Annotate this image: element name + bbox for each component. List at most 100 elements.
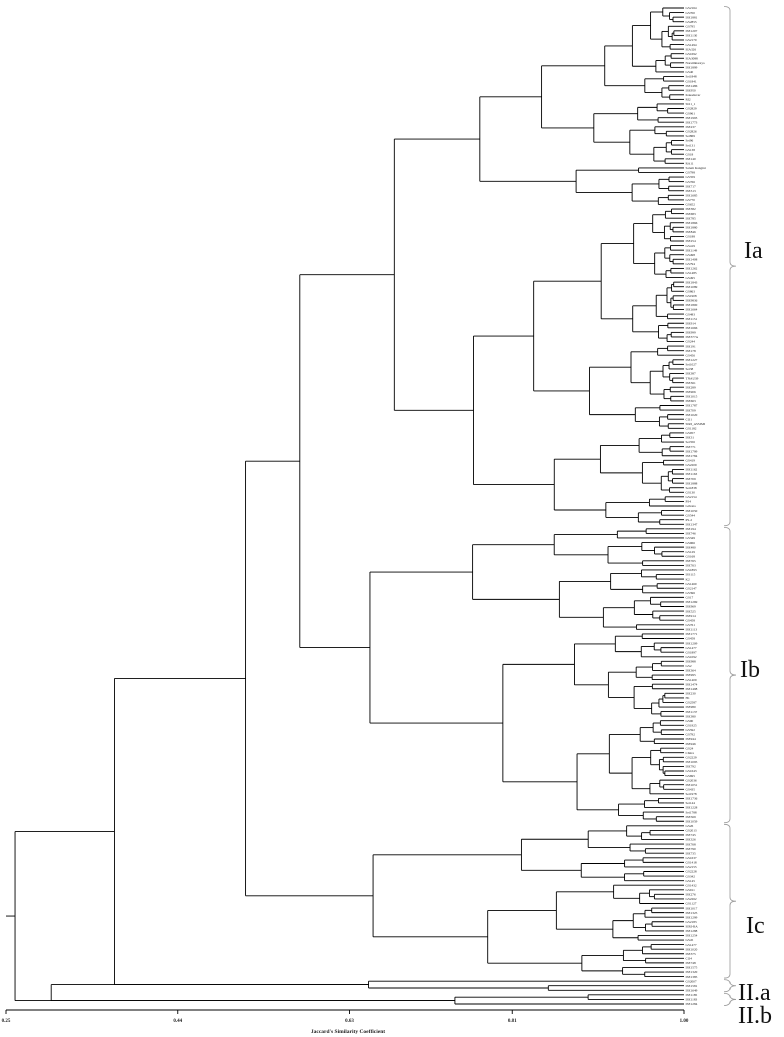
leaf-label: ISE1843 bbox=[686, 280, 698, 284]
leaf-label: GS795 bbox=[686, 24, 696, 28]
leaf-label: GS138 bbox=[686, 148, 696, 152]
leaf-label: GS2855 bbox=[686, 20, 697, 24]
leaf-label: ISE364 bbox=[686, 669, 696, 673]
leaf-label: ISE1408 bbox=[686, 257, 698, 261]
leaf-label: ISE313 bbox=[686, 189, 696, 193]
leaf-label: GS695 bbox=[686, 774, 696, 778]
leaf-label: ISE1787 bbox=[686, 404, 698, 408]
leaf-label: ISE1183 bbox=[686, 998, 698, 1002]
leaf-label: GS24 bbox=[686, 746, 694, 750]
leaf-label: Narsimharaya bbox=[686, 61, 706, 65]
leaf-label: ISE969 bbox=[686, 605, 696, 609]
leaf-label: GS2228 bbox=[686, 870, 697, 874]
leaf-label: ISE387 bbox=[686, 372, 696, 376]
leaf-label: Sei131 bbox=[686, 143, 696, 147]
leaf-label: RA11 bbox=[686, 162, 694, 166]
leaf-label: ISE999 bbox=[686, 331, 696, 335]
leaf-label: GS2154 bbox=[686, 495, 697, 499]
leaf-label: ISE846 bbox=[686, 230, 696, 234]
leaf-label: GS2007 bbox=[686, 979, 697, 983]
leaf-label: GS90 bbox=[686, 719, 694, 723]
leaf-label: ISE377A bbox=[686, 335, 699, 339]
leaf-label: GS349 bbox=[686, 536, 696, 540]
leaf-label: ISE1207 bbox=[686, 29, 698, 33]
leaf-label: ISE790 bbox=[686, 847, 696, 851]
leaf-label: ISE382 bbox=[686, 207, 696, 211]
leaf-label: GS17 bbox=[686, 596, 694, 600]
leaf-label: ISE1209 bbox=[686, 641, 698, 645]
leaf-label: ISE988 bbox=[686, 660, 696, 664]
leaf-label: ISE1149 bbox=[686, 248, 698, 252]
leaf-label: GS544 bbox=[686, 513, 696, 517]
clade-bracket-ia bbox=[723, 6, 737, 527]
clade-bracket-iib bbox=[723, 992, 737, 1006]
leaf-label: GS188 bbox=[686, 235, 696, 239]
leaf-label: Sei1848 bbox=[686, 75, 697, 79]
leaf-label: GS2826 bbox=[686, 130, 697, 134]
clade-brackets bbox=[723, 6, 737, 1006]
leaf-label: ISS115 bbox=[686, 573, 696, 577]
leaf-label: ISE1284 bbox=[686, 1002, 698, 1006]
leaf-label: ISE914 bbox=[686, 321, 696, 325]
leaf-label: ISE1474 bbox=[686, 682, 698, 686]
leaf-label: ISE569 bbox=[686, 815, 696, 819]
leaf-label: ISE1498 bbox=[686, 687, 698, 691]
clade-label-iia: II.a bbox=[738, 980, 771, 1006]
leaf-label: ISE1320 bbox=[686, 970, 698, 974]
leaf-label: ISE480 bbox=[686, 545, 696, 549]
leaf-label: ISE1017 bbox=[686, 906, 698, 910]
leaf-label: ISE1162 bbox=[686, 468, 698, 472]
leaf-label: ISE1163 bbox=[686, 472, 698, 476]
leaf-label: GS435 bbox=[686, 787, 696, 791]
leaf-label: GS2155 bbox=[686, 865, 697, 869]
leaf-label: ISE1113 bbox=[686, 628, 698, 632]
leaf-label: GS2 bbox=[686, 664, 692, 668]
leaf-label: SIA326 bbox=[686, 47, 697, 51]
leaf-label: ISE792 bbox=[686, 765, 696, 769]
leaf-label: GS2036 bbox=[686, 778, 697, 782]
leaf-label: ISE1137 bbox=[686, 710, 698, 714]
leaf-label: TNAU39 bbox=[686, 376, 699, 380]
leaf-label: GS495 bbox=[686, 276, 696, 280]
leaf-label: ISE230 bbox=[686, 692, 696, 696]
leaf-label: GS168 bbox=[686, 554, 696, 558]
leaf-label: ISE748 bbox=[686, 961, 696, 965]
leaf-label: ISE950 bbox=[686, 88, 696, 92]
leaf-label: ISE1228 bbox=[686, 806, 698, 810]
leaf-label: ISE1993 bbox=[686, 116, 698, 120]
leaf-label: GS1432 bbox=[686, 883, 697, 887]
leaf-label: GS1637 bbox=[686, 856, 697, 860]
leaf-label: GS1418 bbox=[686, 861, 697, 865]
leaf-label: GS1841 bbox=[686, 79, 697, 83]
leaf-label: ISE1881 bbox=[686, 15, 698, 19]
leaf-label: ISE1685 bbox=[686, 194, 698, 198]
leaf-label: ISE768 bbox=[686, 842, 696, 846]
clade-label-ia: Ia bbox=[744, 238, 763, 264]
leaf-label: GS145 bbox=[686, 879, 696, 883]
leaf-label: K2 bbox=[686, 577, 690, 581]
leaf-label: Kakaduvar bbox=[686, 93, 702, 97]
leaf-label: GS18 bbox=[686, 152, 694, 156]
leaf-label: GS244 bbox=[686, 340, 696, 344]
leaf-label: ISE191 bbox=[686, 344, 696, 348]
leaf-label: GS396 bbox=[686, 591, 696, 595]
leaf-label: ISE914 bbox=[686, 614, 696, 618]
leaf-label: ISE1575 bbox=[686, 966, 698, 970]
leaf-label: GS1460 bbox=[686, 582, 697, 586]
leaf-label: ISE178 bbox=[686, 349, 696, 353]
leaf-label: SIA3088 bbox=[686, 56, 699, 60]
leaf-label: ISE745 bbox=[686, 833, 696, 837]
leaf-label: ISE1095 bbox=[686, 760, 698, 764]
leaf-label: GS359 bbox=[686, 175, 696, 179]
leaf-label: GS45 bbox=[686, 938, 694, 942]
leaf-label: Sei869 bbox=[686, 134, 696, 138]
leaf-label: GS130 bbox=[686, 490, 696, 494]
leaf-label: GS770 bbox=[686, 198, 696, 202]
leaf-label: GS2209 bbox=[686, 463, 697, 467]
leaf-label: ISE525 bbox=[686, 609, 696, 613]
leaf-label: GS1485 bbox=[686, 271, 697, 275]
leaf-label: GS863 bbox=[686, 289, 696, 293]
leaf-label: ISE276 bbox=[686, 893, 696, 897]
leaf-label: GS419 bbox=[686, 459, 696, 463]
leaf-label: ISE1262 bbox=[686, 267, 698, 271]
